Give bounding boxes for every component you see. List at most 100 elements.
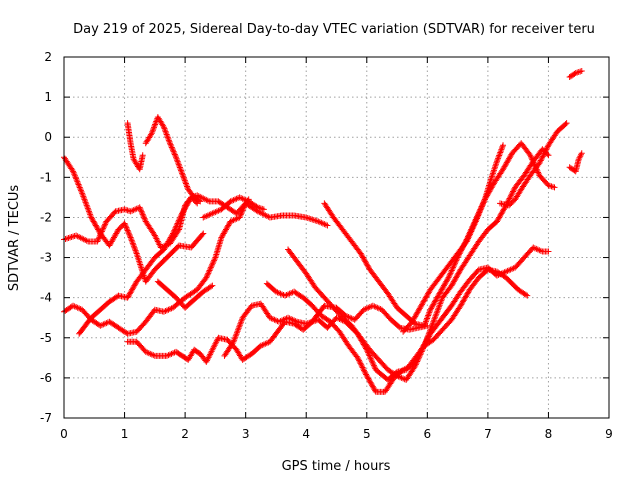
data-point: [236, 214, 243, 221]
data-point: [96, 234, 103, 241]
data-point: [370, 361, 377, 368]
data-point: [472, 219, 479, 226]
y-tick-label: 0: [44, 130, 52, 144]
data-point: [204, 271, 211, 278]
data-point: [544, 145, 551, 152]
data-point: [416, 354, 423, 361]
data-point: [171, 150, 178, 157]
data-point: [480, 200, 487, 207]
data-point: [164, 132, 171, 139]
data-point: [497, 148, 504, 155]
data-point: [180, 174, 187, 181]
data-point: [239, 207, 246, 214]
x-tick-label: 0: [60, 427, 68, 441]
data-point: [125, 228, 132, 235]
series-track-15: [142, 114, 204, 205]
data-point: [132, 247, 139, 254]
data-point: [447, 270, 454, 277]
data-point: [421, 322, 428, 329]
data-point: [368, 358, 375, 365]
data-point: [176, 163, 183, 170]
data-point: [94, 238, 101, 245]
data-point: [166, 140, 173, 147]
data-point: [497, 149, 504, 156]
data-point: [479, 202, 486, 209]
data-point: [446, 273, 453, 280]
series-track-16: [200, 194, 267, 221]
data-point: [73, 175, 80, 182]
data-point: [498, 146, 505, 153]
data-point: [169, 145, 176, 152]
data-point: [165, 137, 172, 144]
data-point: [150, 125, 157, 132]
data-point: [99, 227, 106, 234]
data-point: [237, 213, 244, 220]
data-point: [173, 154, 180, 161]
data-point: [510, 188, 517, 195]
y-tick-label: 1: [44, 90, 52, 104]
axis-ticks: [63, 56, 610, 419]
data-point: [498, 145, 505, 152]
data-point: [208, 263, 215, 270]
data-point: [425, 312, 432, 319]
data-point: [77, 185, 84, 192]
data-point: [94, 237, 101, 244]
data-point: [203, 274, 210, 281]
data-point: [173, 221, 180, 228]
data-point: [138, 208, 145, 215]
data-point: [70, 168, 77, 175]
y-tick-label: -7: [40, 411, 52, 425]
data-point: [240, 206, 247, 213]
data-point: [415, 355, 422, 362]
x-tick-label: 6: [424, 427, 432, 441]
data-point: [78, 188, 85, 195]
data-point: [241, 203, 248, 210]
x-tick-label: 3: [242, 427, 250, 441]
data-point: [423, 316, 430, 323]
data-point: [357, 360, 364, 367]
data-point: [72, 174, 79, 181]
data-point: [464, 235, 471, 242]
data-point: [141, 215, 148, 222]
data-point: [473, 215, 480, 222]
data-point: [464, 237, 471, 244]
series-track-4: [76, 194, 201, 337]
data-point: [360, 365, 367, 372]
grid: [64, 57, 609, 418]
data-point: [175, 217, 182, 224]
y-tick-label: -5: [40, 331, 52, 345]
data-point: [128, 235, 135, 242]
data-point: [168, 143, 175, 150]
data-point: [496, 152, 503, 159]
data-point: [181, 176, 188, 183]
x-tick-label: 2: [181, 427, 189, 441]
data-point: [124, 227, 131, 234]
data-point: [368, 356, 375, 363]
data-point: [74, 178, 81, 185]
chart-title: Day 219 of 2025, Sidereal Day-to-day VTE…: [73, 22, 595, 37]
data-point: [365, 351, 372, 358]
data-point: [481, 197, 488, 204]
data-point: [70, 169, 77, 176]
data-point: [178, 168, 185, 175]
data-point: [522, 291, 529, 298]
data-point: [414, 357, 421, 364]
data-point: [539, 154, 546, 161]
x-tick-label: 9: [605, 427, 613, 441]
data-point: [537, 157, 544, 164]
data-point: [129, 238, 136, 245]
data-marks: [61, 68, 585, 395]
data-point: [127, 233, 134, 240]
data-point: [571, 70, 578, 77]
data-point: [76, 183, 83, 190]
data-point: [174, 157, 181, 164]
data-point: [147, 131, 154, 138]
data-point: [205, 270, 212, 277]
data-point: [472, 218, 479, 225]
y-tick-label: -3: [40, 251, 52, 265]
y-tick-label: -6: [40, 371, 52, 385]
data-point: [211, 257, 218, 264]
data-point: [470, 224, 477, 231]
data-point: [211, 255, 218, 262]
data-point: [543, 146, 550, 153]
